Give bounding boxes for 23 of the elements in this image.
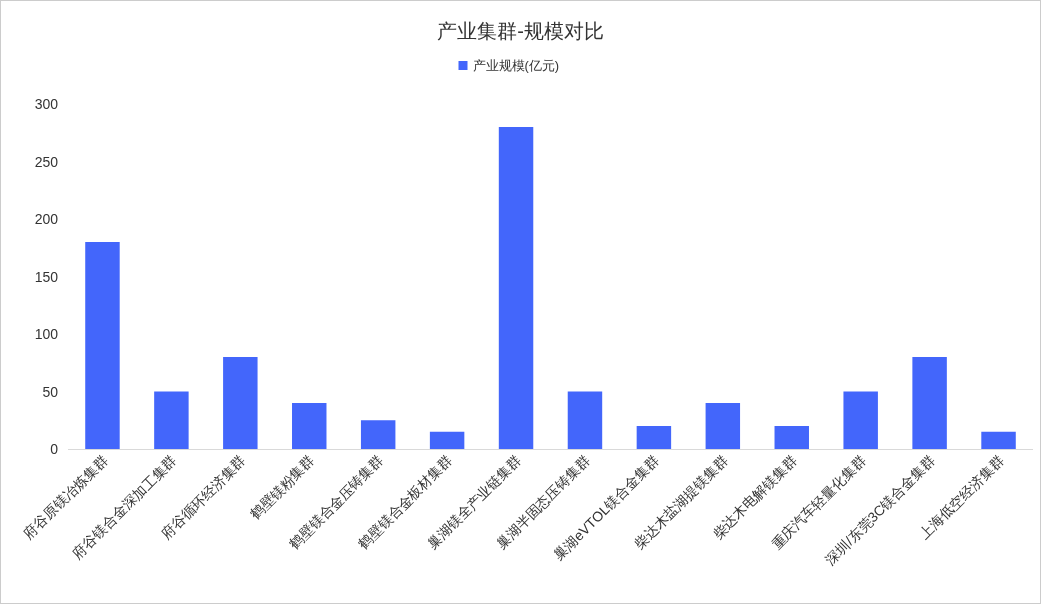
bar [85,242,120,449]
y-tick-label: 100 [34,326,59,342]
bar [292,403,327,449]
y-tick-label: 0 [50,441,59,457]
y-tick-label: 200 [34,211,59,227]
bar [912,357,947,449]
bar [498,127,534,449]
y-tick-label: 300 [34,96,59,112]
bar [223,357,258,449]
y-tick-label: 250 [34,153,59,170]
bar [843,391,878,449]
bar [360,420,396,449]
bar [705,403,741,449]
y-tick-label: 150 [34,268,59,285]
bar [774,426,809,449]
legend-label: 产业规模(亿元) [472,58,560,73]
y-tick-label: 50 [42,383,59,400]
chart-title: 产业集群-规模对比 [437,20,604,42]
bar [154,391,189,449]
bar [981,431,1016,449]
bar [429,431,465,449]
bar [567,391,603,449]
bar [636,426,672,449]
